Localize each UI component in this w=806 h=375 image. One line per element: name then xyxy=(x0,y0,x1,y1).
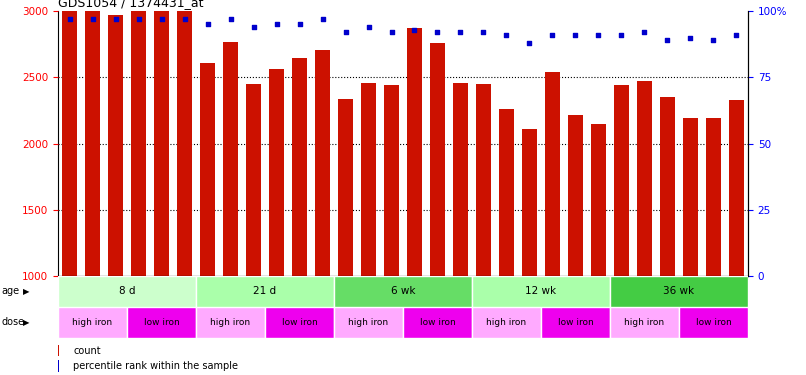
Text: ▶: ▶ xyxy=(23,287,29,296)
Point xyxy=(523,40,536,46)
Bar xyxy=(177,0,192,276)
Bar xyxy=(292,58,307,276)
Bar xyxy=(223,42,238,276)
Bar xyxy=(85,0,100,276)
Bar xyxy=(683,118,698,276)
Point xyxy=(362,24,375,30)
Bar xyxy=(610,276,748,307)
Bar xyxy=(154,0,169,276)
Text: high iron: high iron xyxy=(348,318,388,327)
Point xyxy=(247,24,260,30)
Point xyxy=(431,29,444,35)
Bar xyxy=(108,15,123,276)
Bar xyxy=(131,0,146,276)
Point xyxy=(592,32,605,38)
Point xyxy=(385,29,398,35)
Bar xyxy=(472,276,610,307)
Bar xyxy=(265,307,334,338)
Bar xyxy=(246,84,261,276)
Text: high iron: high iron xyxy=(73,318,113,327)
Text: age: age xyxy=(2,286,19,296)
Point xyxy=(477,29,490,35)
Point xyxy=(316,16,329,22)
Point xyxy=(109,16,122,22)
Bar xyxy=(591,124,606,276)
Point xyxy=(155,16,168,22)
Bar xyxy=(407,28,422,276)
Text: low iron: low iron xyxy=(696,318,731,327)
Text: 12 wk: 12 wk xyxy=(526,286,557,296)
Text: low iron: low iron xyxy=(281,318,318,327)
Point xyxy=(132,16,145,22)
Point xyxy=(454,29,467,35)
Bar xyxy=(453,83,468,276)
Bar xyxy=(196,307,265,338)
Text: high iron: high iron xyxy=(210,318,251,327)
Bar xyxy=(361,83,376,276)
Text: low iron: low iron xyxy=(143,318,180,327)
Bar xyxy=(476,84,491,276)
Bar xyxy=(58,345,60,356)
Bar xyxy=(545,72,560,276)
Bar xyxy=(679,307,748,338)
Point xyxy=(178,16,191,22)
Bar xyxy=(472,307,541,338)
Bar xyxy=(614,86,629,276)
Bar xyxy=(729,100,744,276)
Text: 6 wk: 6 wk xyxy=(391,286,415,296)
Bar xyxy=(58,307,127,338)
Point xyxy=(224,16,237,22)
Text: 8 d: 8 d xyxy=(118,286,135,296)
Bar xyxy=(58,360,60,372)
Point xyxy=(546,32,559,38)
Text: high iron: high iron xyxy=(487,318,526,327)
Text: count: count xyxy=(73,346,101,356)
Bar xyxy=(522,129,537,276)
Bar xyxy=(499,109,514,276)
Bar xyxy=(196,276,334,307)
Text: high iron: high iron xyxy=(625,318,664,327)
Bar xyxy=(403,307,472,338)
Point xyxy=(293,21,306,27)
Point xyxy=(684,35,697,41)
Point xyxy=(339,29,352,35)
Text: low iron: low iron xyxy=(420,318,455,327)
Bar xyxy=(338,99,353,276)
Point xyxy=(569,32,582,38)
Text: 21 d: 21 d xyxy=(253,286,276,296)
Bar xyxy=(660,97,675,276)
Bar xyxy=(384,86,399,276)
Text: low iron: low iron xyxy=(558,318,593,327)
Bar xyxy=(200,63,215,276)
Point xyxy=(86,16,99,22)
Bar xyxy=(62,0,77,276)
Bar xyxy=(637,81,652,276)
Bar xyxy=(334,307,403,338)
Text: 36 wk: 36 wk xyxy=(663,286,695,296)
Point xyxy=(201,21,214,27)
Bar xyxy=(610,307,679,338)
Bar xyxy=(541,307,610,338)
Bar xyxy=(58,276,196,307)
Point xyxy=(638,29,651,35)
Point xyxy=(408,27,421,33)
Point xyxy=(63,16,76,22)
Point xyxy=(661,38,674,44)
Bar xyxy=(269,69,284,276)
Bar xyxy=(568,114,583,276)
Text: ▶: ▶ xyxy=(23,318,29,327)
Bar xyxy=(127,307,196,338)
Text: GDS1054 / 1374431_at: GDS1054 / 1374431_at xyxy=(58,0,204,9)
Bar xyxy=(334,276,472,307)
Text: dose: dose xyxy=(2,317,25,327)
Bar xyxy=(315,50,330,276)
Text: percentile rank within the sample: percentile rank within the sample xyxy=(73,361,239,371)
Point xyxy=(270,21,283,27)
Bar xyxy=(430,43,445,276)
Point xyxy=(615,32,628,38)
Bar xyxy=(706,118,721,276)
Point xyxy=(500,32,513,38)
Point xyxy=(730,32,743,38)
Point xyxy=(707,38,720,44)
